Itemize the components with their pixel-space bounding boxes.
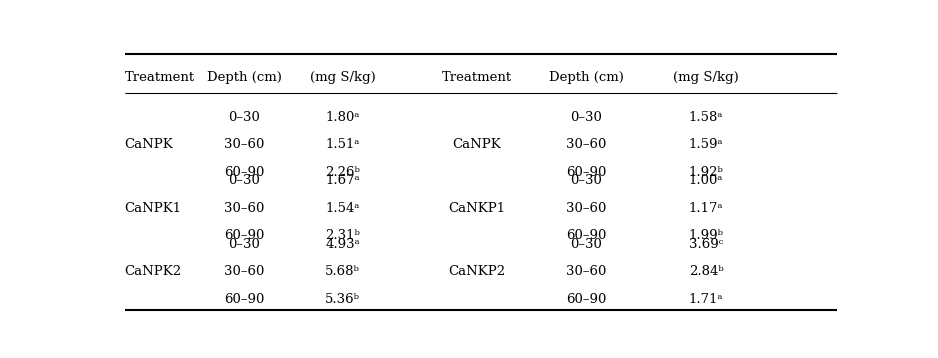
Text: 30–60: 30–60 <box>224 265 265 278</box>
Text: CaNPK: CaNPK <box>453 139 502 151</box>
Text: 1.17ᵃ: 1.17ᵃ <box>688 202 723 215</box>
Text: 4.93ᵃ: 4.93ᵃ <box>325 238 360 251</box>
Text: Depth (cm): Depth (cm) <box>549 71 624 84</box>
Text: 1.00ᵃ: 1.00ᵃ <box>688 174 723 187</box>
Text: CaNPK: CaNPK <box>125 139 174 151</box>
Text: 30–60: 30–60 <box>566 202 606 215</box>
Text: 2.84ᵇ: 2.84ᵇ <box>688 265 723 278</box>
Text: 60–90: 60–90 <box>224 293 265 306</box>
Text: 30–60: 30–60 <box>566 265 606 278</box>
Text: 1.54ᵃ: 1.54ᵃ <box>325 202 360 215</box>
Text: 60–90: 60–90 <box>224 229 265 242</box>
Text: 1.80ᵃ: 1.80ᵃ <box>325 111 360 124</box>
Text: (mg S/kg): (mg S/kg) <box>310 71 375 84</box>
Text: 0–30: 0–30 <box>229 174 261 187</box>
Text: 1.51ᵃ: 1.51ᵃ <box>325 139 360 151</box>
Text: CaNPK2: CaNPK2 <box>125 265 182 278</box>
Text: 60–90: 60–90 <box>566 166 606 179</box>
Text: 0–30: 0–30 <box>570 238 602 251</box>
Text: 0–30: 0–30 <box>570 174 602 187</box>
Text: Treatment: Treatment <box>442 71 512 84</box>
Text: 2.31ᵇ: 2.31ᵇ <box>325 229 360 242</box>
Text: CaNKP2: CaNKP2 <box>448 265 506 278</box>
Text: 1.71ᵃ: 1.71ᵃ <box>688 293 723 306</box>
Text: 1.59ᵃ: 1.59ᵃ <box>688 139 723 151</box>
Text: 0–30: 0–30 <box>570 111 602 124</box>
Text: 1.99ᵇ: 1.99ᵇ <box>688 229 723 242</box>
Text: 5.36ᵇ: 5.36ᵇ <box>325 293 360 306</box>
Text: 30–60: 30–60 <box>224 202 265 215</box>
Text: Treatment: Treatment <box>125 71 195 84</box>
Text: 2.26ᵇ: 2.26ᵇ <box>325 166 360 179</box>
Text: 0–30: 0–30 <box>229 111 261 124</box>
Text: 30–60: 30–60 <box>566 139 606 151</box>
Text: CaNPK1: CaNPK1 <box>125 202 182 215</box>
Text: 0–30: 0–30 <box>229 238 261 251</box>
Text: CaNKP1: CaNKP1 <box>448 202 506 215</box>
Text: 60–90: 60–90 <box>224 166 265 179</box>
Text: Depth (cm): Depth (cm) <box>207 71 282 84</box>
Text: 60–90: 60–90 <box>566 293 606 306</box>
Text: 3.69ᶜ: 3.69ᶜ <box>688 238 723 251</box>
Text: 5.68ᵇ: 5.68ᵇ <box>325 265 360 278</box>
Text: 30–60: 30–60 <box>224 139 265 151</box>
Text: 60–90: 60–90 <box>566 229 606 242</box>
Text: (mg S/kg): (mg S/kg) <box>673 71 739 84</box>
Text: 1.92ᵇ: 1.92ᵇ <box>688 166 723 179</box>
Text: 1.67ᵃ: 1.67ᵃ <box>325 174 360 187</box>
Text: 1.58ᵃ: 1.58ᵃ <box>688 111 723 124</box>
